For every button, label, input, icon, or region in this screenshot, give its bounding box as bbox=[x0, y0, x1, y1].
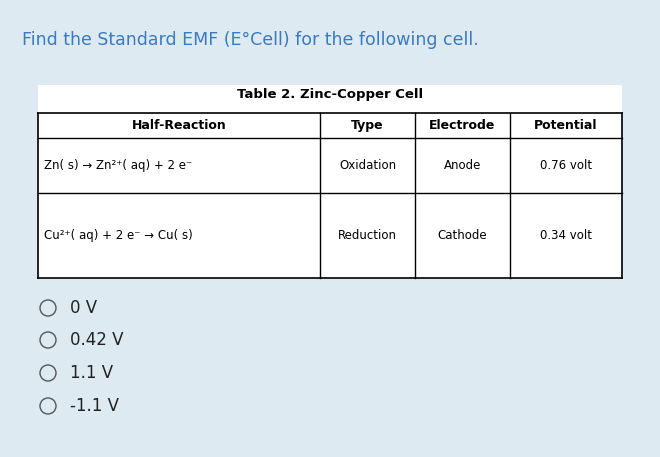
Text: 0 V: 0 V bbox=[70, 299, 97, 317]
Text: Table 2. Zinc-Copper Cell: Table 2. Zinc-Copper Cell bbox=[237, 88, 423, 101]
Text: Potential: Potential bbox=[534, 119, 598, 132]
Text: Cathode: Cathode bbox=[438, 229, 487, 242]
Text: Cu²⁺( aq) + 2 e⁻ → Cu( s): Cu²⁺( aq) + 2 e⁻ → Cu( s) bbox=[44, 229, 193, 242]
Text: Find the Standard EMF (E°Cell) for the following cell.: Find the Standard EMF (E°Cell) for the f… bbox=[22, 31, 478, 49]
Text: Oxidation: Oxidation bbox=[339, 159, 396, 172]
Text: 1.1 V: 1.1 V bbox=[70, 364, 113, 382]
Bar bbox=[38, 85, 622, 278]
Text: 0.42 V: 0.42 V bbox=[70, 331, 123, 349]
Text: -1.1 V: -1.1 V bbox=[70, 397, 119, 415]
Text: Zn( s) → Zn²⁺( aq) + 2 e⁻: Zn( s) → Zn²⁺( aq) + 2 e⁻ bbox=[44, 159, 192, 172]
Text: 0.76 volt: 0.76 volt bbox=[540, 159, 592, 172]
Text: Type: Type bbox=[351, 119, 384, 132]
Text: 0.34 volt: 0.34 volt bbox=[540, 229, 592, 242]
Text: Anode: Anode bbox=[444, 159, 481, 172]
Text: Electrode: Electrode bbox=[429, 119, 496, 132]
Text: Reduction: Reduction bbox=[338, 229, 397, 242]
Text: Half-Reaction: Half-Reaction bbox=[131, 119, 226, 132]
